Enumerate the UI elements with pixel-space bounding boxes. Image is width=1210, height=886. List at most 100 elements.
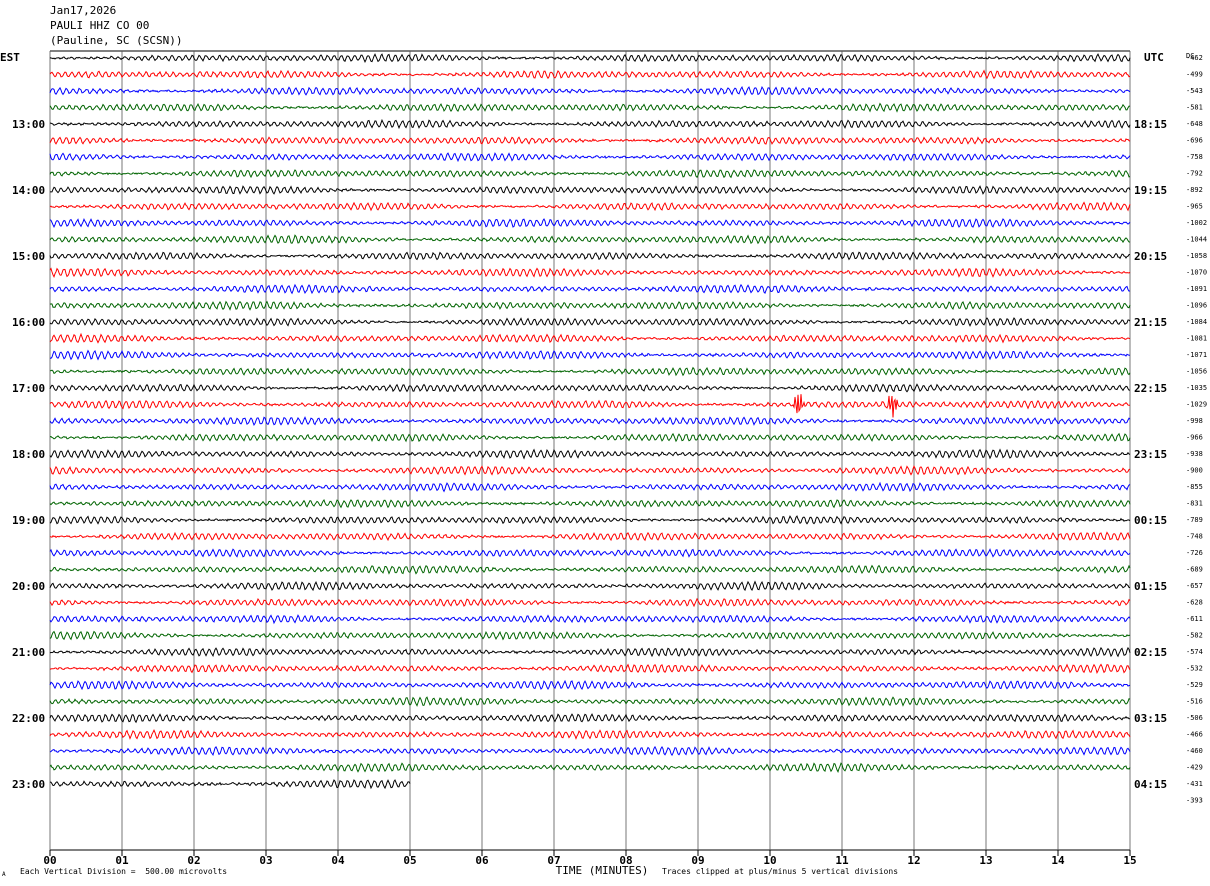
dc-offset-label: -726: [1186, 549, 1203, 557]
seismogram-trace: [49, 548, 1131, 558]
seismogram-trace: [49, 53, 1131, 63]
dc-offset-label: -431: [1186, 780, 1203, 788]
dc-offset-label: -938: [1186, 450, 1203, 458]
seismogram-trace: [50, 185, 1131, 195]
axis-labels: 00 01 02 03 04 05 06 07 08 09 10 11 12 13 14 15 TIME (MI…: [0, 51, 1207, 877]
station-code: PAULI HHZ CO 00: [50, 19, 150, 32]
right-hour-label: 02:15: [1134, 646, 1167, 659]
seismogram-trace: [49, 614, 1131, 625]
x-tick-label: 12: [907, 854, 920, 867]
seismogram-trace: [49, 515, 1131, 525]
dc-offset-label: -855: [1186, 483, 1203, 491]
dc-offset-label: -516: [1186, 698, 1203, 706]
seismogram-trace: [49, 728, 1131, 740]
seismogram-trace: [49, 448, 1131, 460]
dc-offset-label: -529: [1186, 681, 1203, 689]
seismogram-trace: [49, 85, 1131, 96]
seismogram-trace: [49, 135, 1131, 145]
dc-offset-label: -1096: [1186, 302, 1207, 310]
dc-offset-label: -789: [1186, 516, 1203, 524]
seismogram-trace: [49, 762, 1131, 773]
seismogram-traces: [49, 53, 1131, 790]
dc-offset-label: -628: [1186, 599, 1203, 607]
dc-offset-label: -1029: [1186, 401, 1207, 409]
left-hour-label: 16:00: [12, 316, 45, 329]
left-hour-label: 18:00: [12, 448, 45, 461]
dc-offset-label: -1071: [1186, 351, 1207, 359]
left-hour-label: 22:00: [12, 712, 45, 725]
left-hour-label: 15:00: [12, 250, 45, 263]
seismogram-trace: [49, 152, 1131, 163]
seismogram-trace: [49, 465, 1131, 476]
left-hour-label: 14:00: [12, 184, 45, 197]
dc-offset-label: -1044: [1186, 236, 1207, 244]
dc-offset-label: -1002: [1186, 219, 1207, 227]
seismogram-trace: [49, 416, 1131, 426]
x-axis-title: TIME (MINUTES): [556, 864, 649, 877]
dc-offset-label: -900: [1186, 467, 1203, 475]
x-tick-label: 00: [43, 854, 56, 867]
dc-offset-label: -648: [1186, 120, 1203, 128]
seismogram-trace: [49, 745, 1131, 757]
clip-note: Traces clipped at plus/minus 5 vertical …: [662, 867, 899, 876]
seismogram-trace: [49, 317, 1131, 327]
dc-offset-label: -582: [1186, 632, 1203, 640]
dc-offset-label: -998: [1186, 417, 1203, 425]
x-tick-label: 14: [1051, 854, 1065, 867]
corner-mark: A: [2, 871, 6, 878]
dc-offset-label: -831: [1186, 500, 1203, 508]
seismogram-trace: [49, 646, 1131, 658]
x-tick-label: 01: [115, 854, 129, 867]
dc-offset-label: -1081: [1186, 335, 1207, 343]
seismogram-trace: [49, 251, 1131, 261]
seismogram-trace: [49, 679, 1131, 691]
seismogram-trace: [49, 332, 1131, 344]
left-axis-title: EST: [0, 51, 20, 64]
x-tick-label: 09: [691, 854, 704, 867]
seismogram-trace: [49, 531, 1131, 542]
seismogram-trace: [49, 366, 1131, 377]
right-axis-title: UTC: [1144, 51, 1164, 64]
seismogram-trace: [49, 349, 1131, 361]
right-hour-label: 03:15: [1134, 712, 1167, 725]
x-tick-label: 13: [979, 854, 992, 867]
right-hour-label: 18:15: [1134, 118, 1167, 131]
left-hour-label: 17:00: [12, 382, 45, 395]
seismogram-trace: [49, 118, 1131, 130]
right-hour-label: 04:15: [1134, 778, 1167, 791]
dc-offset-label: -1035: [1186, 384, 1207, 392]
x-tick-label: 10: [763, 854, 776, 867]
seismogram-trace: [49, 597, 1131, 608]
x-tick-label: 04: [331, 854, 345, 867]
dc-offset-label: -748: [1186, 533, 1203, 541]
seismogram-trace: [49, 169, 1131, 179]
dc-offset-label: -574: [1186, 648, 1203, 656]
plot-date: Jan17,2026: [50, 4, 117, 17]
dc-offset-label: -1056: [1186, 368, 1207, 376]
dc-offset-label: -689: [1186, 566, 1203, 574]
seismogram-trace: [49, 481, 1131, 493]
dc-offset-label: -393: [1186, 797, 1203, 805]
left-hour-label: 19:00: [12, 514, 45, 527]
seismogram-trace: [49, 267, 1131, 278]
seismogram-trace: [49, 779, 411, 790]
seismogram-trace: [49, 713, 1130, 724]
dc-offset-label: -657: [1186, 582, 1203, 590]
seismogram-trace: [49, 218, 1131, 228]
x-tick-label: 11: [835, 854, 849, 867]
right-hour-label: 00:15: [1134, 514, 1167, 527]
seismogram-trace: [49, 102, 1131, 113]
left-hour-label: 21:00: [12, 646, 45, 659]
dc-offset-label: -543: [1186, 87, 1203, 95]
seismogram-trace: [49, 69, 1131, 80]
dc-offset-label: -792: [1186, 170, 1203, 178]
left-hour-label: 23:00: [12, 778, 45, 791]
x-tick-label: 08: [619, 854, 632, 867]
station-location: (Pauline, SC (SCSN)): [50, 34, 183, 47]
seismogram-trace: [49, 201, 1131, 212]
dc-offset-label: -696: [1186, 137, 1203, 145]
scale-note: Each Vertical Division = 500.00 microvol…: [20, 867, 228, 876]
right-hour-label: 01:15: [1134, 580, 1167, 593]
dc-offset-label: -429: [1186, 764, 1203, 772]
dc-offset-label: -966: [1186, 434, 1203, 442]
